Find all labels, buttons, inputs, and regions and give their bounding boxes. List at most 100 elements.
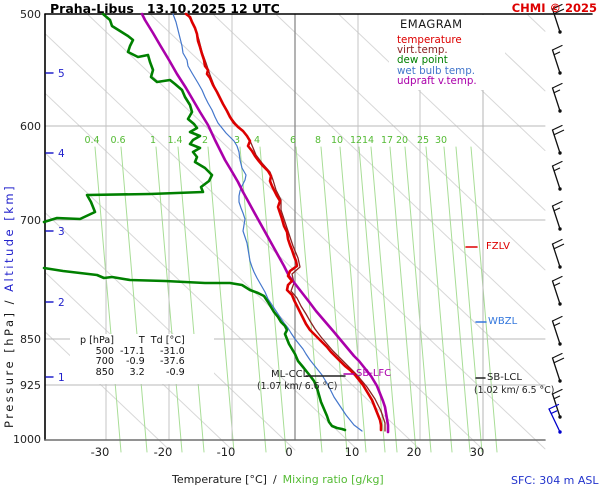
y-axis-caption: Pressure [hPa] / Altitude [km]: [2, 184, 16, 428]
wind-barb-feather: [550, 410, 558, 415]
altitude-tick-label: 2: [58, 297, 65, 309]
wind-barb-feather: [551, 3, 563, 10]
wind-barb-staff: [551, 129, 561, 154]
altitude-tick-label: 1: [58, 372, 65, 384]
station-name: Praha-Libus: [50, 1, 134, 16]
mixing-ratio-label: 3: [234, 135, 240, 146]
wind-barb-feather: [551, 315, 563, 322]
mixing-ratio-line: [470, 146, 498, 453]
wind-barb-feather: [553, 51, 561, 56]
temperature-tick-label: 30: [470, 445, 485, 459]
ml-ccl-detail-label: (1.07 km/ 6.6 °C): [257, 381, 338, 392]
mixing-ratio-line: [358, 146, 386, 453]
dry-adiabat-line: [150, 14, 546, 390]
table-cell: -37.6: [159, 356, 185, 367]
wind-barb-staff: [551, 205, 561, 230]
table-row: 700 -0.9 -37.6: [74, 356, 185, 368]
temperature-tick-label: -20: [154, 445, 173, 459]
table-cell: 500: [95, 345, 114, 357]
legend-item-temperature: temperature: [397, 34, 462, 46]
wind-barb-feather: [551, 82, 563, 89]
wind-barb: [551, 352, 565, 383]
mixing-ratio-label: 4: [254, 135, 260, 146]
wind-barb-feather: [553, 395, 561, 400]
wind-barb-feather: [551, 200, 563, 207]
wind-barb-feather: [553, 282, 561, 287]
mixing-ratio-line: [120, 146, 148, 453]
pressure-tick-label: 850: [20, 333, 41, 346]
curve-wet-bulb-temp: [172, 13, 363, 432]
table-cell: 850: [95, 366, 114, 378]
temperature-tick-label: -10: [217, 445, 236, 459]
wind-barbs: [548, 3, 565, 434]
legend-items: temperature virt.temp. dew point wet bulb t…: [397, 35, 477, 86]
wind-barb-feather: [553, 322, 561, 327]
fzlv-label: FZLV: [486, 241, 510, 252]
dry-adiabat-line: [339, 14, 546, 211]
mixing-ratio-label: 6: [290, 135, 296, 146]
mixing-ratio-line: [443, 146, 471, 453]
wind-barb-staff: [551, 320, 561, 345]
table-cell: 3.2: [129, 366, 145, 378]
curve-dew-point: [42, 266, 347, 432]
white-panel: [70, 334, 214, 384]
altitude-tick-label: 5: [58, 68, 65, 80]
table-cell: -31.0: [159, 345, 185, 357]
dry-adiabat-line: [45, 93, 422, 451]
table-cell: -0.9: [166, 366, 185, 378]
wind-barb-staff: [551, 280, 561, 305]
wind-barb: [551, 82, 563, 113]
table-cell: 700: [95, 356, 114, 367]
wind-barb-staff: [551, 8, 561, 33]
copyright-notice: CHMI © 2025: [511, 1, 597, 15]
mixing-ratio-line: [425, 146, 453, 453]
wind-barb: [551, 3, 565, 34]
sb-lcl-label: SB-LCL: [487, 372, 522, 383]
dry-adiabat-line: [45, 332, 170, 451]
temperature-tick-label: -30: [91, 445, 110, 459]
dry-adiabat-line: [45, 153, 359, 451]
wind-barb-feather: [551, 124, 563, 131]
wind-barb-staff: [548, 408, 561, 433]
legend-item-virt-temp-: virt.temp.: [397, 44, 448, 57]
mixing-ratio-label: 30: [435, 135, 447, 146]
temperature-tick-label: 20: [407, 445, 422, 459]
chart-legend: EMAGRAM temperature virt.temp. dew point we…: [397, 17, 477, 86]
sounding-table: p [hPa] T Td [°C] 500 -17.1 -31.0 700 -0.9 -37.6…: [74, 335, 185, 378]
mixing-ratio-line: [94, 146, 122, 453]
wind-barb-feather: [551, 352, 563, 359]
wind-barb-feather: [548, 403, 560, 410]
mixing-ratio-line: [339, 146, 367, 453]
dry-adiabat-line: [45, 212, 296, 451]
wind-barb-staff: [551, 243, 561, 268]
wind-barb-feather: [553, 129, 565, 136]
legend-title: EMAGRAM: [400, 17, 463, 31]
wind-barb: [551, 315, 563, 346]
mixing-ratio-line: [455, 146, 483, 453]
sb-lfc-label: SB-LFC: [356, 368, 392, 379]
wind-barb: [551, 44, 563, 75]
dry-adiabat-line: [213, 14, 546, 331]
x-axis-caption: Temperature [°C] / Mixing ratio [g/kg]: [172, 473, 384, 486]
wind-barb: [551, 160, 563, 191]
curve-temperature: [184, 12, 383, 432]
altitude-tick-label: 3: [58, 226, 65, 238]
table-row: 500 -17.1 -31.0: [74, 345, 185, 358]
table-cell: T: [138, 335, 145, 346]
legend-item-wet-bulb-temp-: wet bulb temp.: [397, 64, 476, 77]
x-axis-caption-temperature: Temperature [°C]: [172, 473, 267, 486]
wind-barb-feather: [553, 243, 565, 250]
mixing-ratio-label: 0.4: [84, 135, 99, 146]
wind-barb-feather: [553, 207, 561, 212]
marker-dashes: [305, 246, 487, 379]
curve-dew-point: [42, 12, 214, 224]
mixing-ratio-label: 20: [396, 135, 408, 146]
mixing-ratio-line: [239, 146, 267, 453]
temperature-tick-label: 0: [285, 445, 292, 459]
wind-barb-feather: [551, 238, 563, 245]
wind-barb-feather: [553, 167, 561, 172]
table-cell: -17.1: [119, 345, 145, 357]
